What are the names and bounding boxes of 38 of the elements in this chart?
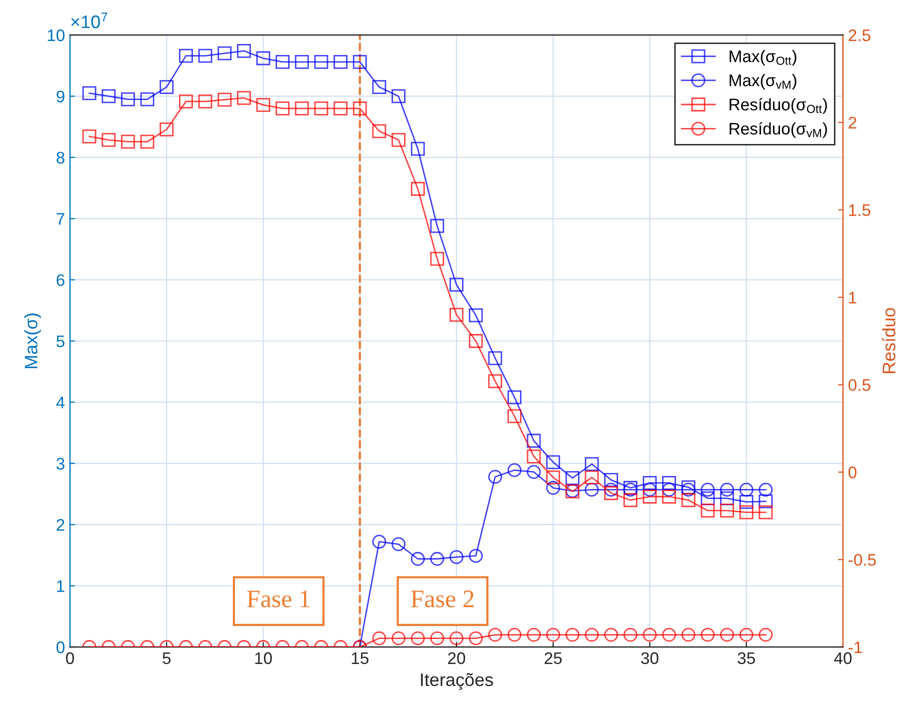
x-tick-label: 40 — [834, 652, 852, 664]
y-tick-label: 4 — [56, 396, 65, 408]
legend-label: Resíduo(σ$_{vM}$) — [730, 122, 827, 138]
y2-axis-title: Resíduo — [882, 308, 896, 374]
y2-tick-label: 2 — [848, 116, 856, 128]
x-tick-label: 25 — [544, 652, 562, 664]
legend-label: Max(σ$_{Ott}$) — [730, 50, 796, 66]
y2-tick-label: 2.5 — [848, 29, 870, 42]
annotation: Fase 1 — [247, 590, 310, 608]
y-tick-label: 0 — [56, 641, 64, 654]
x-tick-label: 0 — [66, 652, 74, 664]
x-axis-title: Iterações — [421, 673, 493, 690]
text: ×10$^{7}$ — [71, 12, 108, 28]
y2-tick-label: 1 — [849, 292, 856, 304]
legend-label: Resíduo(σ$_{Ott}$) — [730, 98, 827, 114]
y-tick-label: 1 — [57, 580, 64, 592]
y-tick-label: 10 — [48, 29, 64, 42]
y2-tick-label: 1.5 — [849, 204, 870, 216]
y-tick-label: 8 — [56, 152, 64, 164]
x-tick-label: 20 — [448, 652, 466, 664]
x-tick-label: 30 — [641, 652, 658, 664]
y-tick-label: 5 — [56, 336, 64, 348]
x-tick-label: 15 — [352, 652, 368, 664]
y2-tick-label: -1 — [848, 642, 862, 654]
x-tick-label: 35 — [738, 652, 755, 664]
y2-tick-label: -0.5 — [848, 554, 876, 566]
y-tick-label: 9 — [56, 90, 64, 102]
y2-tick-label: 0.5 — [848, 379, 870, 391]
y-tick-label: 6 — [56, 274, 64, 286]
y-axis-title: Max(σ) — [24, 313, 42, 368]
legend-label: Max(σ$_{vM}$) — [730, 74, 796, 90]
y-tick-label: 2 — [56, 519, 64, 531]
annotation: Fase 2 — [411, 590, 474, 608]
y2-tick-label: 0 — [848, 466, 856, 478]
x-tick-label: 10 — [255, 652, 272, 664]
y-tick-label: 7 — [56, 213, 64, 225]
x-tick-label: 5 — [162, 652, 171, 664]
y-tick-label: 3 — [56, 458, 64, 470]
